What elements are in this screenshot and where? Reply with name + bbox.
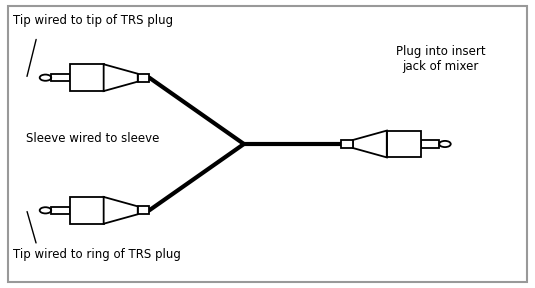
Text: Tip wired to ring of TRS plug: Tip wired to ring of TRS plug [13,248,181,261]
Polygon shape [104,64,137,91]
FancyBboxPatch shape [51,74,70,82]
Polygon shape [137,206,149,214]
Text: Sleeve wired to sleeve: Sleeve wired to sleeve [26,132,159,145]
FancyBboxPatch shape [387,130,421,158]
FancyBboxPatch shape [51,206,70,214]
FancyBboxPatch shape [421,140,439,148]
Text: Plug into insert
jack of mixer: Plug into insert jack of mixer [396,46,485,73]
Polygon shape [353,130,387,158]
Polygon shape [104,197,137,224]
FancyBboxPatch shape [70,197,104,224]
FancyBboxPatch shape [70,64,104,91]
Polygon shape [341,140,353,148]
Text: Tip wired to tip of TRS plug: Tip wired to tip of TRS plug [13,14,173,27]
Polygon shape [137,74,149,82]
